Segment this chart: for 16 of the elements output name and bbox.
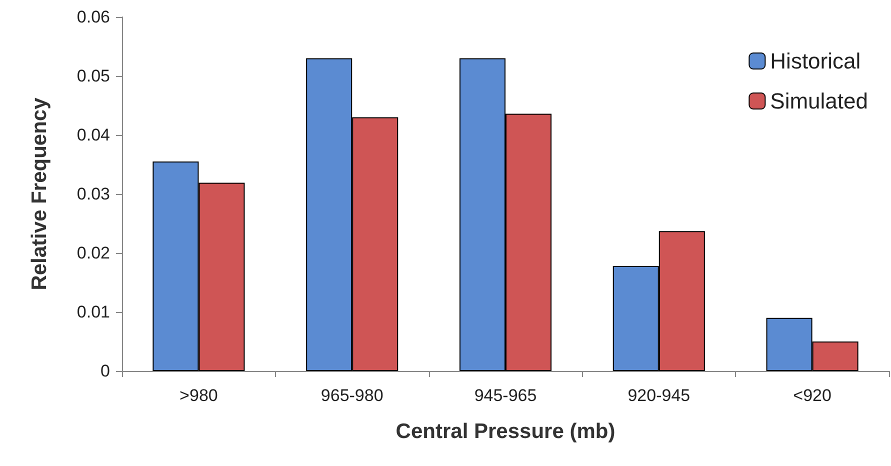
y-tick-label: 0.01 [76, 302, 110, 322]
legend-label: Simulated [770, 88, 868, 114]
y-tick-label: 0.05 [76, 66, 110, 86]
y-tick-label: 0.04 [76, 126, 110, 144]
y-tick-label: 0.03 [76, 184, 110, 204]
y-tick-label: 0 [100, 362, 110, 380]
y-tick-label: 0.02 [76, 244, 110, 262]
x-tick-label: 920-945 [628, 386, 690, 405]
x-tick-label: >980 [180, 386, 218, 405]
x-tick-label: 945-965 [474, 386, 537, 405]
x-axis-title: Central Pressure (mb) [396, 420, 616, 443]
x-tick-label: <920 [793, 386, 832, 405]
legend-label: Historical [770, 48, 861, 74]
y-tick-label: 0.06 [76, 8, 110, 26]
x-tick-label: 965-980 [320, 386, 384, 405]
y-axis-title: Relative Frequency [28, 97, 51, 290]
